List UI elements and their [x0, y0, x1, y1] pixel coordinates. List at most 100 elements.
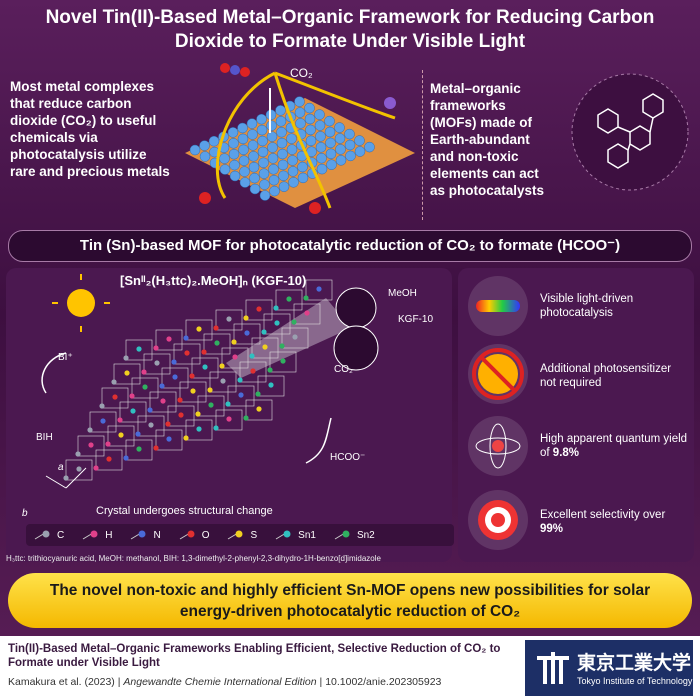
- lattice-cell: [209, 371, 237, 393]
- lattice-atom: [232, 354, 238, 360]
- surface-atom: [305, 135, 317, 147]
- lattice-atom: [171, 359, 177, 365]
- lattice-atom: [196, 326, 202, 332]
- logo-subtitle: Tokyo Institute of Technology: [577, 676, 693, 686]
- lattice-atom: [244, 330, 250, 336]
- lattice-atom: [268, 382, 274, 388]
- lattice-atom: [88, 442, 94, 448]
- surface-atom: [219, 153, 230, 164]
- surface-atom: [326, 159, 337, 170]
- legend-marker: [334, 530, 350, 540]
- surface-atom: [314, 120, 326, 131]
- legend-marker: [228, 530, 243, 540]
- legend-item: O: [179, 529, 210, 541]
- surface-atom: [267, 153, 279, 164]
- surface-atom: [228, 138, 239, 149]
- lattice-atom: [220, 378, 226, 384]
- surface-atom: [287, 155, 298, 166]
- lattice-cell: [137, 415, 165, 437]
- mof-icon: [571, 73, 689, 191]
- legend-marker: [179, 530, 195, 540]
- surface-atom: [247, 129, 258, 140]
- lattice-atom: [256, 306, 262, 312]
- surface-atom: [238, 155, 250, 166]
- legend-item: N: [130, 529, 161, 541]
- surface-atom: [278, 170, 289, 182]
- lattice-atom: [261, 329, 267, 335]
- lattice-cell: [107, 425, 135, 447]
- lattice-atom: [303, 295, 309, 301]
- legend-label: S: [250, 529, 258, 541]
- lattice-atom: [226, 316, 232, 322]
- legend-swatch: [187, 530, 195, 538]
- label: BI⁺: [58, 352, 73, 363]
- lattice-atom: [249, 353, 255, 359]
- lattice-cell: [263, 313, 291, 335]
- lattice-atom: [219, 363, 225, 369]
- label: KGF-10: [398, 314, 434, 325]
- legend-marker: [82, 530, 98, 540]
- caption: Crystal undergoes structural change: [96, 505, 273, 517]
- legend-item: C: [34, 530, 64, 541]
- lattice-cell: [149, 391, 177, 413]
- lattice-atom: [213, 325, 219, 331]
- label: CO₂: [334, 364, 353, 375]
- legend-label: Sn1: [298, 529, 316, 541]
- surface-atom: [259, 190, 271, 201]
- surface-atom: [294, 96, 305, 107]
- legend-label: N: [153, 529, 161, 541]
- surface-atom: [219, 164, 231, 175]
- lattice-atom: [202, 364, 208, 370]
- surface-atom: [266, 120, 277, 131]
- lattice-cell: [251, 337, 279, 359]
- separator: |: [319, 676, 323, 688]
- surface-atom: [257, 146, 269, 158]
- lattice-cell: [179, 381, 207, 403]
- lattice-cell: [77, 435, 105, 457]
- lattice-atom: [291, 319, 297, 325]
- surface-atom: [334, 122, 345, 133]
- journal: Angewandte Chemie International Edition: [123, 676, 317, 688]
- lattice-cell: [161, 367, 189, 389]
- surface-atom: [237, 133, 249, 145]
- separator: |: [117, 676, 121, 688]
- lattice-atom: [250, 368, 256, 374]
- intro-text: Metal–organic frameworks (MOFs) made of …: [430, 81, 545, 198]
- lattice-cell: [185, 419, 213, 441]
- lattice-atom: [273, 305, 279, 311]
- lattice-atom: [177, 397, 183, 403]
- citation: Kamakura et al. (2023) | Angewandte Chem…: [8, 676, 441, 688]
- legend-item: S: [227, 530, 257, 541]
- lattice-atom: [279, 343, 285, 349]
- surface-atom: [239, 166, 250, 177]
- lattice-atom: [274, 320, 280, 326]
- surface-atom: [277, 148, 288, 160]
- surface-atom: [294, 107, 306, 118]
- lattice-atom: [135, 431, 141, 437]
- divider: [422, 70, 423, 220]
- lattice-atom: [112, 394, 118, 400]
- logo-name: 東京工業大学: [577, 653, 692, 674]
- lattice-cell: [125, 339, 153, 361]
- formula: [Snᴵᴵ₂(H₃ttc)₂.MeOH]ₙ (KGF-10): [120, 273, 307, 288]
- lattice-cell: [113, 363, 141, 385]
- lattice-atom: [196, 426, 202, 432]
- surface-atom: [295, 118, 306, 129]
- surface-atom: [208, 135, 220, 147]
- lattice-cell: [65, 459, 93, 481]
- feature: Excellent selectivity over 99%: [540, 508, 690, 536]
- surface-atom: [258, 168, 270, 179]
- lattice-atom: [243, 315, 249, 321]
- surface-atom: [248, 161, 260, 173]
- lattice-cell: [119, 401, 147, 423]
- surface-atom: [268, 174, 280, 186]
- lattice-atom: [93, 465, 99, 471]
- surface-atom: [325, 137, 336, 149]
- legend-label: O: [201, 529, 210, 541]
- feature: High apparent quantum yield of 9.8%: [540, 432, 690, 460]
- lattice-cell: [269, 351, 297, 373]
- footer: Tin(II)-Based Metal–Organic Frameworks E…: [0, 636, 700, 700]
- lattice-atom: [159, 383, 165, 389]
- lattice-atom: [226, 416, 232, 422]
- surface-atom: [287, 166, 299, 177]
